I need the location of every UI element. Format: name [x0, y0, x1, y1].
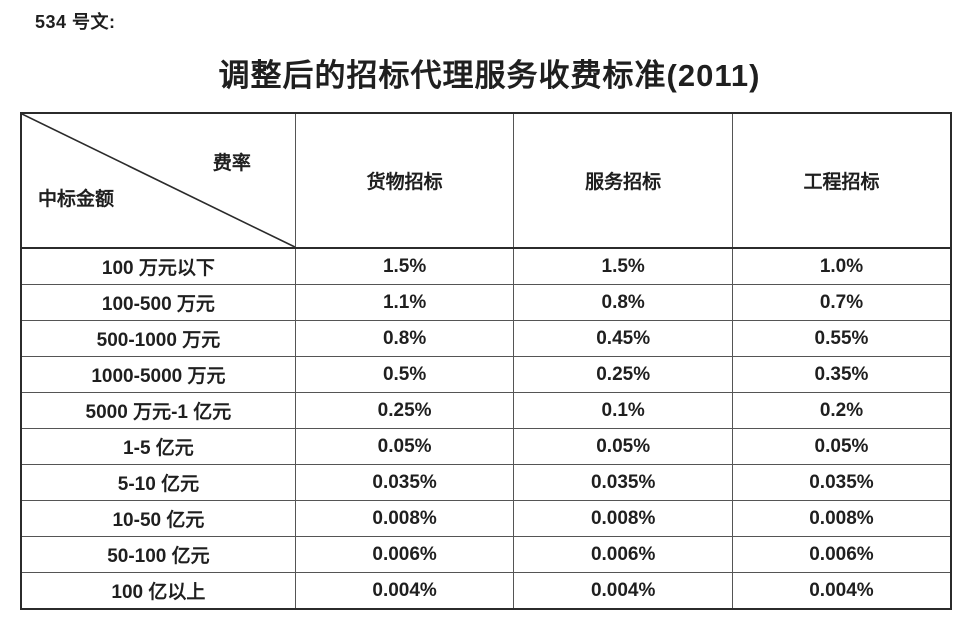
fee-rate-table: 费率 中标金额 货物招标 服务招标 工程招标 100 万元以下 1.5% 1.5… — [20, 112, 952, 610]
rate-cell: 0.035% — [731, 464, 952, 501]
rate-cell: 0.35% — [731, 356, 952, 393]
rate-cell: 0.2% — [731, 392, 952, 429]
corner-label-amount: 中标金额 — [38, 189, 115, 210]
rate-cell: 0.004% — [513, 572, 733, 610]
rate-cell: 0.035% — [294, 464, 515, 501]
rate-cell: 0.8% — [513, 284, 733, 321]
row-label: 5000 万元-1 亿元 — [20, 392, 296, 429]
table-row: 5000 万元-1 亿元 0.25% 0.1% 0.2% — [20, 392, 952, 429]
diagonal-line — [22, 114, 295, 247]
doc-number-label: 534 号文: — [35, 12, 116, 32]
table-row: 50-100 亿元 0.006% 0.006% 0.006% — [20, 536, 952, 573]
table-row: 5-10 亿元 0.035% 0.035% 0.035% — [20, 464, 952, 501]
row-label: 1000-5000 万元 — [20, 356, 296, 393]
table-row: 500-1000 万元 0.8% 0.45% 0.55% — [20, 320, 952, 357]
rate-cell: 0.5% — [294, 356, 515, 393]
row-label: 50-100 亿元 — [20, 536, 296, 573]
corner-header-cell: 费率 中标金额 — [20, 112, 296, 249]
table-row: 100 万元以下 1.5% 1.5% 1.0% — [20, 247, 952, 285]
table-row: 10-50 亿元 0.008% 0.008% 0.008% — [20, 500, 952, 537]
page-title: 调整后的招标代理服务收费标准(2011) — [218, 58, 761, 93]
rate-cell: 1.1% — [294, 284, 515, 321]
rate-cell: 0.05% — [513, 428, 733, 465]
row-label: 10-50 亿元 — [20, 500, 296, 537]
table-row: 1000-5000 万元 0.5% 0.25% 0.35% — [20, 356, 952, 393]
row-label: 100 亿以上 — [20, 572, 296, 610]
rate-cell: 0.004% — [294, 572, 515, 610]
rate-cell: 0.008% — [513, 500, 733, 537]
rate-cell: 0.25% — [294, 392, 515, 429]
header-row: 费率 中标金额 货物招标 服务招标 工程招标 — [20, 112, 952, 249]
rate-cell: 0.05% — [731, 428, 952, 465]
rate-cell: 1.0% — [731, 247, 952, 285]
column-header-services: 服务招标 — [513, 112, 733, 249]
corner-label-rate: 费率 — [212, 153, 251, 174]
rate-cell: 1.5% — [513, 247, 733, 285]
rate-cell: 0.006% — [294, 536, 515, 573]
column-header-goods: 货物招标 — [294, 112, 515, 249]
row-label: 100-500 万元 — [20, 284, 296, 321]
row-label: 1-5 亿元 — [20, 428, 296, 465]
table-row: 100 亿以上 0.004% 0.004% 0.004% — [20, 572, 952, 610]
rate-cell: 0.25% — [513, 356, 733, 393]
rate-cell: 0.45% — [513, 320, 733, 357]
table-row: 100-500 万元 1.1% 0.8% 0.7% — [20, 284, 952, 321]
rate-cell: 0.8% — [294, 320, 515, 357]
rate-cell: 0.55% — [731, 320, 952, 357]
column-header-engineering: 工程招标 — [731, 112, 952, 249]
rate-cell: 0.008% — [294, 500, 515, 537]
rate-cell: 0.05% — [294, 428, 515, 465]
rate-cell: 1.5% — [294, 247, 515, 285]
table-row: 1-5 亿元 0.05% 0.05% 0.05% — [20, 428, 952, 465]
rate-cell: 0.035% — [513, 464, 733, 501]
rate-cell: 0.7% — [731, 284, 952, 321]
rate-cell: 0.1% — [513, 392, 733, 429]
rate-cell: 0.008% — [731, 500, 952, 537]
row-label: 100 万元以下 — [20, 247, 296, 285]
row-label: 5-10 亿元 — [20, 464, 296, 501]
row-label: 500-1000 万元 — [20, 320, 296, 357]
rate-cell: 0.006% — [731, 536, 952, 573]
rate-cell: 0.004% — [731, 572, 952, 610]
rate-cell: 0.006% — [513, 536, 733, 573]
